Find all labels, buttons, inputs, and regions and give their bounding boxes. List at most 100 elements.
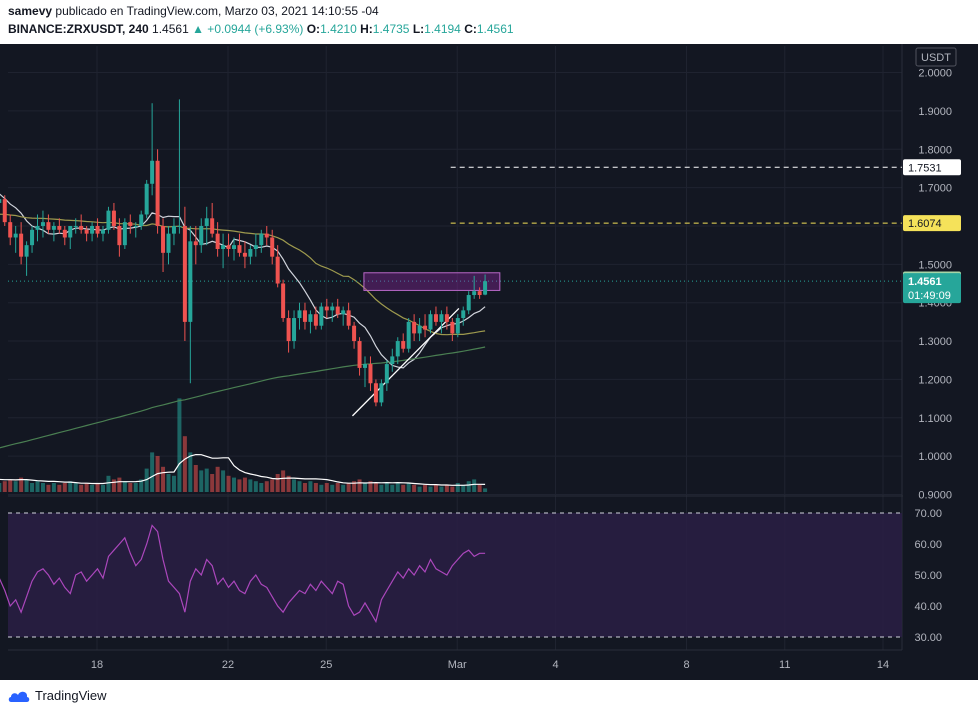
candle[interactable] <box>128 214 133 234</box>
candle[interactable] <box>166 225 171 265</box>
candle[interactable] <box>324 298 329 319</box>
candle[interactable] <box>433 306 438 326</box>
candle[interactable] <box>297 302 302 330</box>
candle[interactable] <box>352 321 357 349</box>
candle[interactable] <box>79 214 84 234</box>
candle[interactable] <box>2 195 7 226</box>
candle[interactable] <box>466 291 471 315</box>
candle[interactable] <box>450 318 455 342</box>
candle[interactable] <box>133 222 138 238</box>
candle[interactable] <box>242 241 247 269</box>
candle[interactable] <box>472 275 477 299</box>
candle[interactable] <box>0 188 2 211</box>
candlesticks[interactable] <box>0 99 488 407</box>
candle[interactable] <box>363 356 368 388</box>
candle[interactable] <box>395 337 400 365</box>
candle[interactable] <box>423 314 428 338</box>
candle[interactable] <box>13 225 18 253</box>
candle[interactable] <box>95 218 100 238</box>
chart-drawings[interactable] <box>8 166 902 417</box>
candle[interactable] <box>73 218 78 234</box>
candle[interactable] <box>111 202 116 230</box>
candle[interactable] <box>19 222 24 265</box>
candle[interactable] <box>292 310 297 349</box>
candle[interactable] <box>30 225 35 253</box>
candle[interactable] <box>439 310 444 334</box>
candle[interactable] <box>8 214 13 246</box>
candle[interactable] <box>193 225 198 265</box>
candle[interactable] <box>171 218 176 246</box>
candle[interactable] <box>161 218 166 273</box>
candle[interactable] <box>84 225 89 242</box>
candle[interactable] <box>226 233 231 257</box>
candle[interactable] <box>117 218 122 257</box>
candle[interactable] <box>428 310 433 334</box>
candle[interactable] <box>106 206 111 234</box>
candle[interactable] <box>40 210 45 238</box>
author-name[interactable]: samevy <box>8 4 53 18</box>
candle[interactable] <box>204 206 209 246</box>
chart-canvas[interactable]: USDT2.00001.90001.80001.70001.60001.5000… <box>0 44 978 680</box>
candle[interactable] <box>221 233 226 269</box>
candle[interactable] <box>483 274 488 296</box>
candle[interactable] <box>319 302 324 330</box>
candle[interactable] <box>122 218 127 249</box>
candle[interactable] <box>417 318 422 342</box>
candle[interactable] <box>357 337 362 376</box>
candle[interactable] <box>248 245 253 265</box>
candle[interactable] <box>368 356 373 391</box>
candle[interactable] <box>341 306 346 326</box>
candle[interactable] <box>286 310 291 353</box>
rsi-pane[interactable] <box>0 512 902 638</box>
candle[interactable] <box>155 149 160 234</box>
candle[interactable] <box>182 206 187 342</box>
candle[interactable] <box>406 318 411 353</box>
candle[interactable] <box>101 225 106 242</box>
candle[interactable] <box>57 218 62 234</box>
candle[interactable] <box>253 233 258 257</box>
candle[interactable] <box>24 241 29 276</box>
symbol-label[interactable]: BINANCE:ZRXUSDT, 240 <box>8 22 149 36</box>
candle[interactable] <box>275 245 280 288</box>
candle[interactable] <box>199 218 204 253</box>
candle[interactable] <box>51 222 56 242</box>
candle[interactable] <box>461 306 466 326</box>
candle[interactable] <box>68 225 73 249</box>
candle[interactable] <box>210 202 215 238</box>
resistance-zone[interactable] <box>363 272 501 291</box>
candle[interactable] <box>144 179 149 219</box>
candle[interactable] <box>215 222 220 257</box>
tradingview-logo[interactable]: TradingView <box>8 688 107 703</box>
candle[interactable] <box>150 103 155 196</box>
candle[interactable] <box>177 99 182 234</box>
candle[interactable] <box>139 210 144 230</box>
candle[interactable] <box>335 298 340 319</box>
currency-badge[interactable] <box>915 47 957 67</box>
rsi-line[interactable] <box>0 524 486 624</box>
price-axis[interactable]: USDT2.00001.90001.80001.70001.60001.5000… <box>903 44 978 650</box>
candle[interactable] <box>346 302 351 330</box>
candle[interactable] <box>313 306 318 330</box>
candle[interactable] <box>270 229 275 265</box>
candle[interactable] <box>390 348 395 372</box>
candle[interactable] <box>237 233 242 257</box>
candle[interactable] <box>188 225 193 384</box>
candle[interactable] <box>62 225 67 246</box>
candle[interactable] <box>373 379 378 407</box>
time-axis[interactable]: 18 22 25 Mar 4 8 11 14 <box>91 659 889 671</box>
candle[interactable] <box>302 302 307 330</box>
candle[interactable] <box>232 237 237 261</box>
candle[interactable] <box>264 225 269 246</box>
candle[interactable] <box>455 314 460 338</box>
candle[interactable] <box>401 333 406 353</box>
candle[interactable] <box>412 314 417 342</box>
candle[interactable] <box>384 360 389 391</box>
candle[interactable] <box>330 302 335 322</box>
candle[interactable] <box>46 214 51 234</box>
candle[interactable] <box>477 287 482 299</box>
candle[interactable] <box>308 310 313 334</box>
candle[interactable] <box>379 379 384 407</box>
candle[interactable] <box>281 279 286 322</box>
candle[interactable] <box>90 222 95 242</box>
candle[interactable] <box>259 229 264 253</box>
